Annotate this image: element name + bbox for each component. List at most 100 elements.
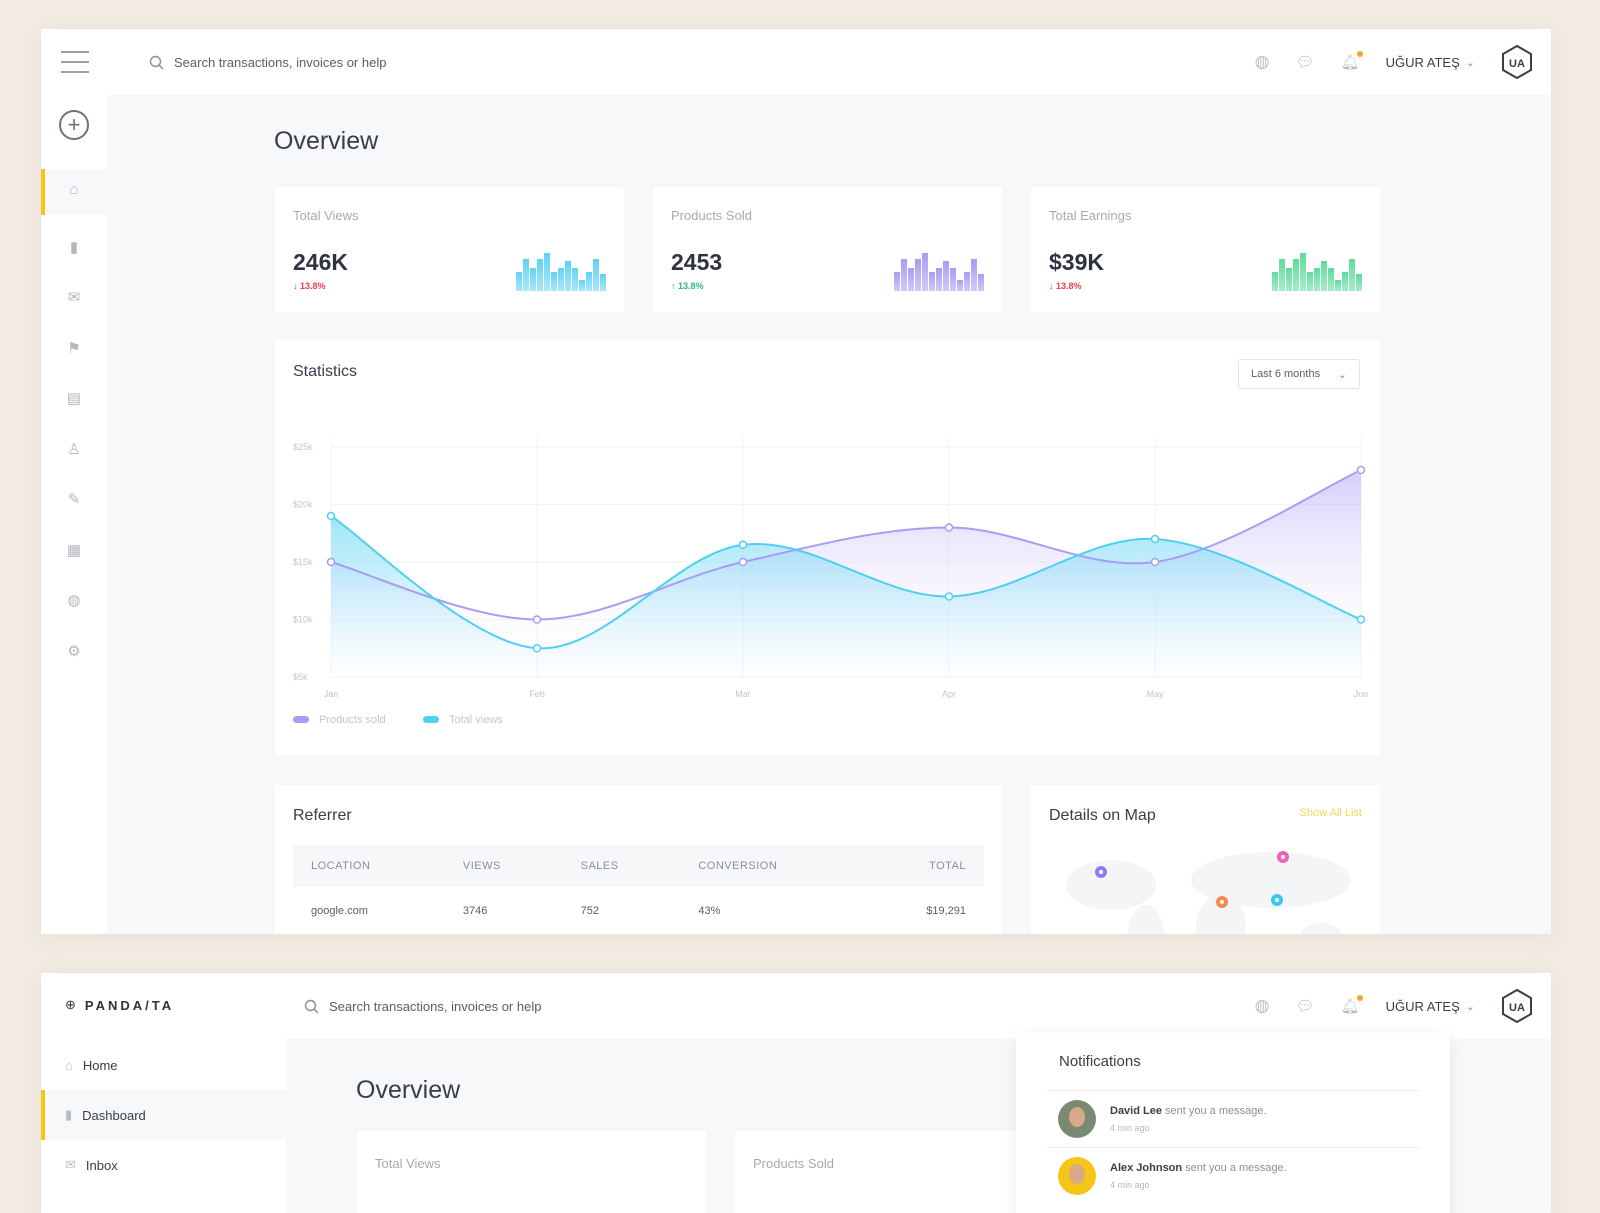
y-tick-label: $5k bbox=[293, 672, 308, 682]
chat-icon[interactable]: 💬︎ bbox=[1295, 54, 1315, 71]
globe-icon[interactable]: ◍ bbox=[1254, 996, 1270, 1015]
data-point[interactable] bbox=[532, 644, 542, 653]
spark-bar bbox=[964, 272, 970, 291]
spark-bar bbox=[1321, 260, 1327, 291]
spark-bar bbox=[551, 272, 557, 291]
spark-bar bbox=[516, 272, 522, 291]
column-header[interactable]: SALES bbox=[562, 845, 681, 887]
bell-icon[interactable]: 🔔︎ bbox=[1341, 995, 1363, 1015]
table-cell: 752 bbox=[580, 905, 599, 917]
stat-card-0: Total Views 246K ↓ 13.8% bbox=[275, 187, 624, 312]
data-point[interactable] bbox=[944, 592, 954, 601]
data-point[interactable] bbox=[532, 615, 542, 624]
sidebar-item-globe[interactable]: ◍ bbox=[41, 579, 107, 625]
column-header[interactable]: LOCATION bbox=[293, 845, 445, 887]
column-header[interactable]: VIEWS bbox=[444, 845, 563, 887]
sidebar-item-flag[interactable]: ⚑ bbox=[41, 327, 107, 373]
spark-bar bbox=[1335, 279, 1341, 291]
stat-change: ↑ 13.8% bbox=[671, 281, 704, 291]
avatar[interactable]: UA bbox=[1501, 45, 1533, 79]
map-pin[interactable] bbox=[1271, 894, 1283, 906]
nav-label: Home bbox=[82, 1057, 118, 1073]
map-pin[interactable] bbox=[1216, 896, 1228, 908]
data-point[interactable] bbox=[738, 557, 748, 567]
sidebar-expanded: ⊕ PANDA/TA ⌂ Home ▮ Dashboard ✉ Inbox bbox=[41, 973, 286, 1213]
data-point[interactable] bbox=[326, 511, 336, 521]
add-icon[interactable]: + bbox=[59, 110, 89, 140]
sidebar-item-user[interactable]: ♙ bbox=[41, 428, 107, 474]
logo-icon: ⊕ bbox=[65, 997, 79, 1012]
spark-bar bbox=[957, 279, 963, 291]
notification-text: sent you a message. bbox=[1182, 1162, 1287, 1174]
spark-bar bbox=[936, 268, 942, 291]
notification-item[interactable]: Alex Johnson sent you a message. 4 min a… bbox=[1046, 1147, 1420, 1204]
column-header[interactable]: TOTAL bbox=[863, 845, 984, 887]
stat-value: 246K bbox=[293, 249, 348, 275]
search-input[interactable]: Search transactions, invoices or help bbox=[329, 998, 542, 1014]
notifications-popup: Notifications David Lee sent you a messa… bbox=[1016, 1033, 1450, 1213]
sidebar-item-mail[interactable]: ✉ bbox=[41, 276, 107, 322]
data-point[interactable] bbox=[1356, 615, 1366, 624]
data-point[interactable] bbox=[1150, 557, 1160, 567]
spark-bar bbox=[1300, 253, 1306, 291]
x-tick-label: Feb bbox=[529, 689, 545, 699]
table-row[interactable]: google.com 3746 752 43% $19,291 bbox=[293, 887, 984, 934]
user-icon: ♙ bbox=[67, 440, 81, 458]
series-area-1 bbox=[331, 516, 1361, 677]
sidebar-item-inbox[interactable]: ✉ Inbox bbox=[41, 1140, 286, 1190]
y-tick-label: $25k bbox=[293, 442, 313, 452]
sidebar-item-document[interactable]: ▤ bbox=[41, 377, 107, 423]
y-tick-label: $10k bbox=[293, 615, 313, 625]
sparkline bbox=[1272, 251, 1362, 291]
map-pin[interactable] bbox=[1277, 851, 1289, 863]
column-header[interactable]: CONVERSION bbox=[680, 845, 864, 887]
menu-icon[interactable] bbox=[61, 51, 89, 73]
notification-item[interactable]: David Lee sent you a message. 4 min ago bbox=[1046, 1090, 1420, 1147]
user-menu[interactable]: UĞUR ATEŞ ⌄ bbox=[1386, 55, 1475, 70]
data-point[interactable] bbox=[738, 540, 748, 549]
spark-bar bbox=[901, 258, 907, 291]
flag-icon: ⚑ bbox=[67, 339, 81, 357]
sidebar-item-calendar[interactable]: ▦ bbox=[41, 529, 107, 575]
spark-bar bbox=[908, 268, 914, 291]
map-card: Details on Map Show All List bbox=[1031, 785, 1380, 934]
sparkline bbox=[894, 251, 984, 291]
search-input[interactable]: Search transactions, invoices or help bbox=[174, 54, 387, 70]
brand-logo[interactable]: ⊕ PANDA/TA bbox=[65, 997, 174, 1013]
sidebar-item-home[interactable]: ⌂ Home bbox=[41, 1040, 286, 1090]
show-all-list-link[interactable]: Show All List bbox=[1299, 807, 1362, 819]
sidebar-item-home[interactable]: ⌂ bbox=[41, 169, 107, 215]
avatar bbox=[1058, 1157, 1096, 1195]
referrer-table: LOCATION VIEWS SALES CONVERSION TOTAL google.… bbox=[293, 845, 984, 934]
spark-bar bbox=[600, 273, 606, 291]
search-bar[interactable]: Search transactions, invoices or help bbox=[149, 55, 386, 70]
spark-bar bbox=[593, 258, 599, 291]
globe-icon[interactable]: ◍ bbox=[1254, 52, 1270, 71]
data-point[interactable] bbox=[326, 557, 336, 567]
mail-icon: ✉ bbox=[65, 1157, 76, 1172]
sidebar-item-dashboard[interactable]: ▮ Dashboard bbox=[41, 1090, 286, 1140]
gear-icon: ⚙ bbox=[67, 642, 81, 660]
map-pin[interactable] bbox=[1095, 866, 1107, 878]
user-menu[interactable]: UĞUR ATEŞ ⌄ bbox=[1386, 999, 1475, 1014]
sidebar-item-gear[interactable]: ⚙ bbox=[41, 630, 107, 676]
data-point[interactable] bbox=[1150, 534, 1160, 544]
spark-bar bbox=[537, 258, 543, 291]
notification-text: sent you a message. bbox=[1161, 1105, 1267, 1117]
chevron-down-icon: ⌄ bbox=[1337, 368, 1347, 381]
statistics-title: Statistics bbox=[293, 363, 358, 380]
chat-icon[interactable]: 💬︎ bbox=[1295, 998, 1315, 1015]
search-bar-2[interactable]: Search transactions, invoices or help bbox=[304, 999, 541, 1014]
data-point[interactable] bbox=[1356, 465, 1366, 475]
avatar[interactable]: UA bbox=[1501, 989, 1533, 1023]
sidebar-item-bar-chart[interactable]: ▮ bbox=[41, 226, 107, 272]
data-point[interactable] bbox=[944, 523, 954, 532]
range-dropdown[interactable]: Last 6 months ⌄ bbox=[1238, 359, 1360, 389]
notification-time: 4 min ago bbox=[1110, 1123, 1150, 1133]
sidebar-item-chat[interactable]: ✎ bbox=[41, 478, 107, 524]
legend-label: Total views bbox=[449, 714, 503, 726]
stat-card-1: Products Sold 2453 ↑ 13.8% bbox=[653, 187, 1002, 312]
top-header: Search transactions, invoices or help ◍ … bbox=[107, 29, 1551, 95]
bell-icon[interactable]: 🔔︎ bbox=[1341, 51, 1363, 71]
map-title: Details on Map bbox=[1049, 807, 1156, 824]
